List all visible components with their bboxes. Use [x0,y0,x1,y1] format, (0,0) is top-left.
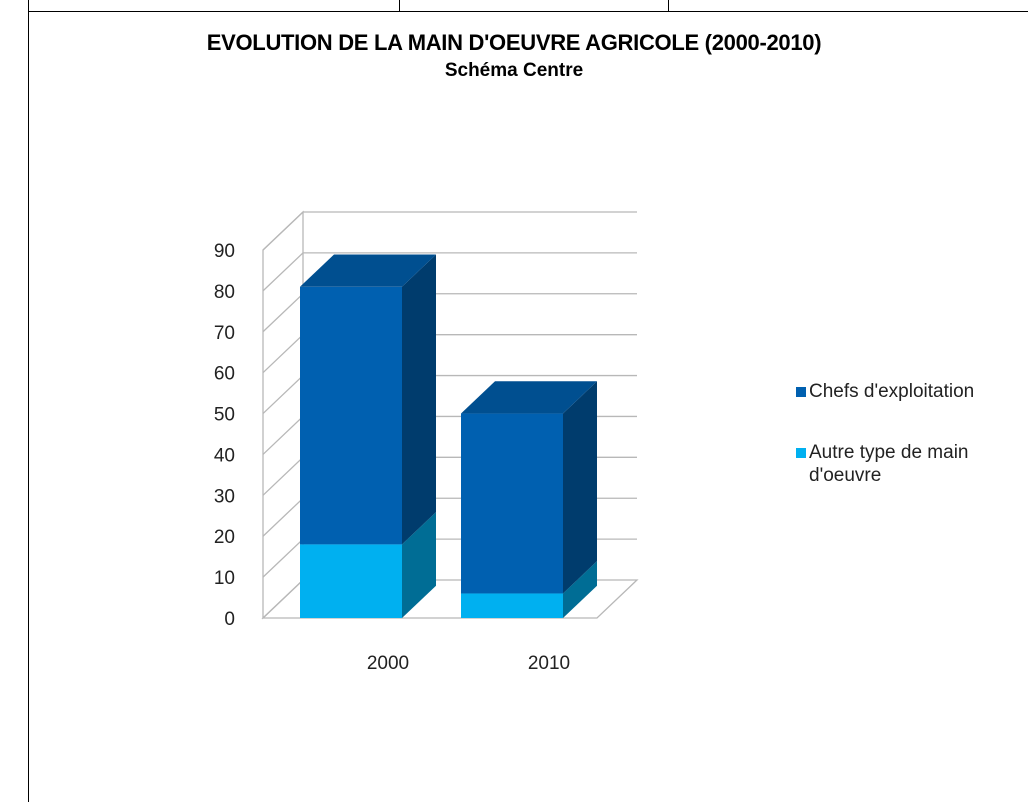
side-wall [262,210,304,620]
y-tick-label: 20 [214,527,235,548]
legend-swatch [796,448,806,458]
bar-2010-segment-1 [461,413,563,594]
plot-area[interactable]: 0 10 20 30 40 50 60 70 80 90 2000 2010 [0,0,1028,780]
cell-border [28,0,29,12]
bar-2010-side-1 [563,381,597,594]
bar-2010-top [461,381,597,414]
legend-item[interactable]: Chefs d'exploitation [796,380,1028,403]
bar-2000-segment-0 [300,544,402,618]
gridline [262,211,637,251]
y-tick-label: 40 [214,445,235,466]
bar-2000-side-0 [402,512,436,618]
cell-border [668,0,669,12]
bar-2010-side-0 [563,561,597,618]
bar-2000-segment-1 [300,286,402,545]
legend-item[interactable]: Autre type de main d'oeuvre [796,441,1028,487]
y-tick-label: 50 [214,405,235,426]
y-tick-label: 80 [214,282,235,303]
legend[interactable]: Chefs d'exploitation Autre type de main d… [796,380,1028,487]
chart-subtitle: Schéma Centre [444,60,584,81]
y-tick-label: 0 [224,609,235,630]
x-tick-label: 2010 [528,653,570,674]
legend-label: Chefs d'exploitation [809,381,975,402]
y-tick-label: 30 [214,486,235,507]
cell-border [399,0,400,12]
y-tick-label: 60 [214,364,235,385]
bar-2000-top [300,254,436,287]
y-tick-label: 10 [214,568,235,589]
bar-2000-side-1 [402,254,436,545]
gridline [262,252,637,292]
bar-2010-segment-0 [461,593,563,618]
y-tick-label: 90 [214,241,235,262]
chart-title: EVOLUTION DE LA MAIN D'OEUVRE AGRICOLE (… [206,30,822,55]
x-tick-label: 2000 [367,653,409,674]
legend-swatch [796,387,806,397]
spreadsheet-cell-strip [0,0,1028,12]
cell-border [28,11,1028,12]
legend-label: Autre type de main d'oeuvre [809,442,969,486]
y-tick-label: 70 [214,323,235,344]
